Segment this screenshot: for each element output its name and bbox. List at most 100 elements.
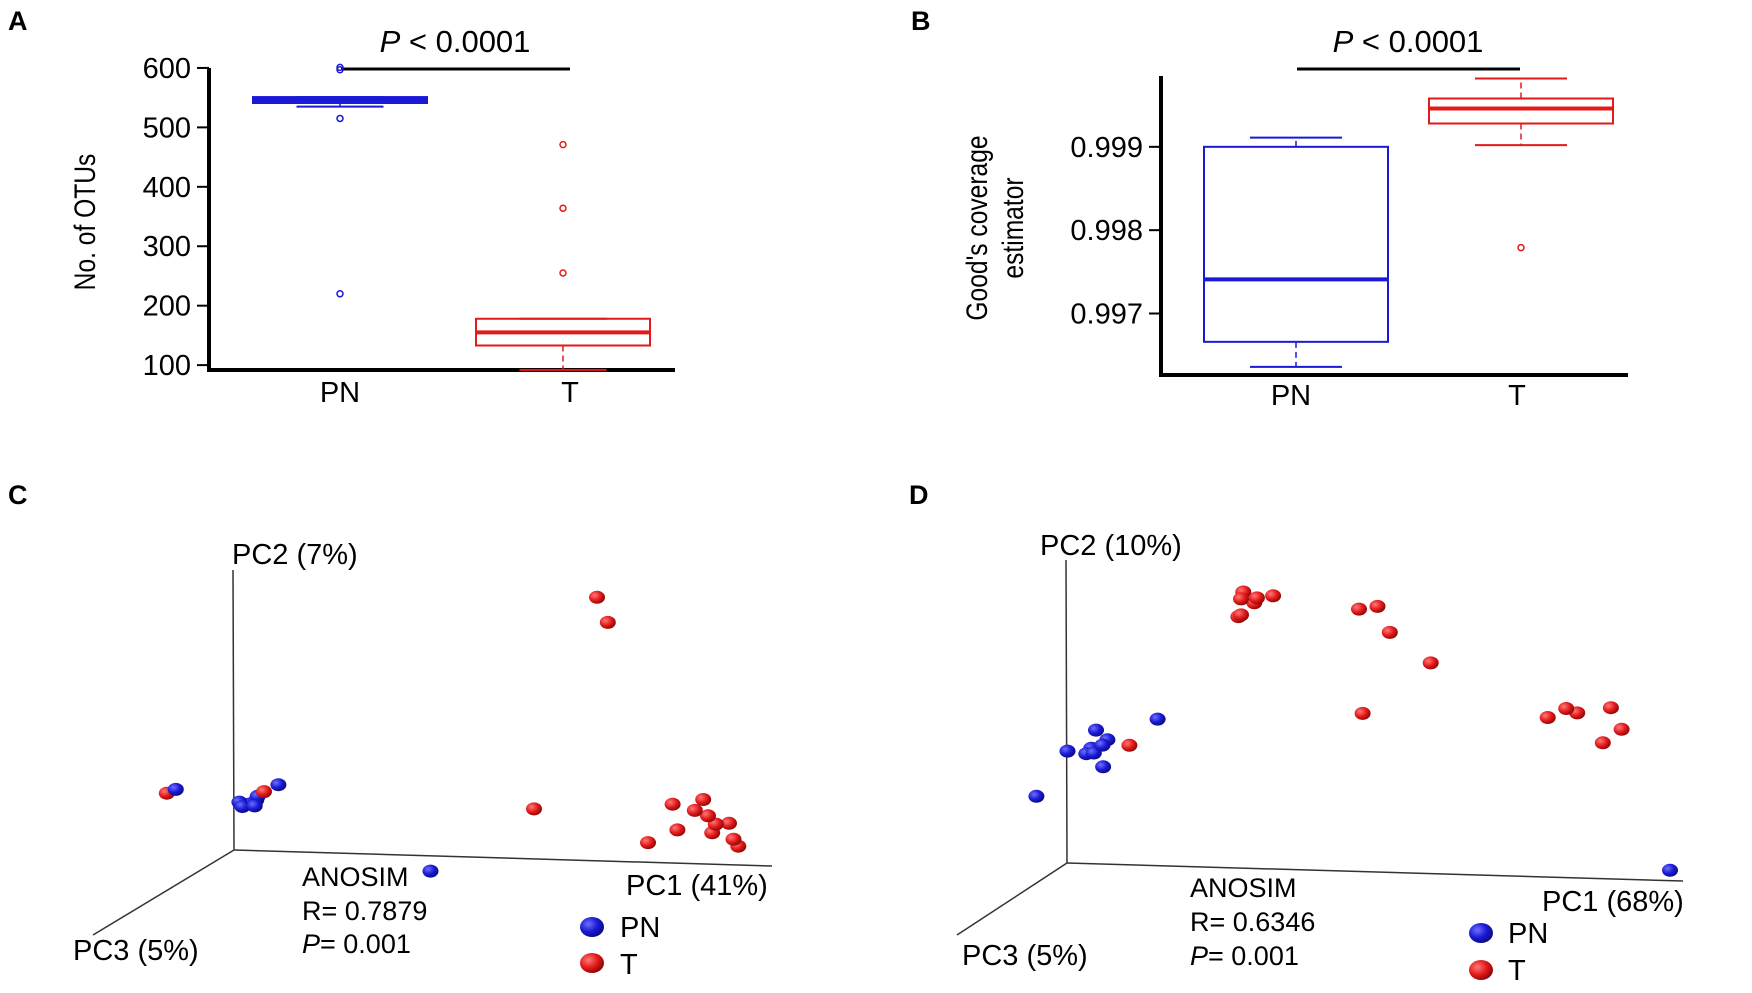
- pn-point: [1094, 738, 1111, 752]
- pn-point: [1095, 760, 1112, 774]
- pc1-axis: [1066, 862, 1684, 882]
- y-tick-label: 200: [143, 291, 191, 323]
- p-value-label: P < 0.0001: [1333, 24, 1484, 59]
- pn-point: [270, 778, 287, 792]
- t-point: [1121, 738, 1138, 752]
- legend: PN T: [580, 912, 660, 981]
- t-point: [1594, 736, 1611, 750]
- legend-marker-pn: [1469, 923, 1493, 943]
- pc2-axis-label: PC2 (10%): [1040, 530, 1182, 562]
- pn-point: [1028, 789, 1045, 803]
- t-point: [640, 836, 656, 850]
- y-tick-label: 400: [143, 172, 191, 204]
- t-point: [1613, 722, 1630, 736]
- pc2-axis: [232, 569, 235, 851]
- pc2-axis-label: PC2 (7%): [232, 539, 358, 571]
- t-point: [1233, 608, 1249, 622]
- t-point: [695, 793, 712, 806]
- pc1-axis-label: PC1 (68%): [1542, 886, 1684, 918]
- box-t: [1428, 77, 1614, 252]
- pc1-axis-label: PC1 (41%): [626, 870, 768, 902]
- panel-c-pcoa: PC2 (7%) PC1 (41%) PC3 (5%) ANOSIM R= 0.…: [73, 539, 773, 981]
- t-point: [1248, 591, 1265, 605]
- panel-a-boxplot: P < 0.0001 100 200 300 400 500 600 No. of OTU…: [68, 24, 675, 409]
- outlier-point: [559, 204, 567, 212]
- t-point: [256, 785, 272, 799]
- pc1-axis: [233, 849, 773, 867]
- t-point: [1422, 656, 1439, 670]
- outlier-point: [559, 269, 567, 277]
- outlier-point: [559, 140, 567, 149]
- box-pn: [252, 63, 428, 298]
- t-point: [1602, 701, 1619, 715]
- x-category-label: T: [561, 377, 579, 409]
- legend-label-t: T: [620, 949, 638, 981]
- panel-label-c: C: [8, 480, 28, 510]
- t-point: [526, 802, 542, 816]
- pn-point: [246, 799, 263, 813]
- x-category-label: PN: [320, 377, 360, 409]
- t-point: [725, 832, 742, 846]
- pn-point: [234, 800, 251, 813]
- y-tick-label: 0.999: [1070, 132, 1143, 164]
- y-axis-label: Good's coverage: [960, 135, 994, 320]
- x-category-label: PN: [1271, 380, 1311, 412]
- pc3-axis-label: PC3 (5%): [73, 935, 199, 967]
- t-point: [1558, 702, 1575, 715]
- pn-point: [1059, 744, 1076, 758]
- anosim-title: ANOSIM: [302, 862, 409, 892]
- t-point: [1381, 625, 1398, 639]
- p-value-label: P < 0.0001: [380, 24, 531, 59]
- significance-bracket: P < 0.0001: [1297, 24, 1520, 71]
- t-point: [700, 809, 716, 823]
- legend-marker-t: [580, 953, 604, 973]
- t-point: [721, 816, 737, 830]
- legend-label-pn: PN: [1508, 918, 1548, 950]
- outlier-point: [336, 65, 344, 74]
- box-t: [475, 140, 651, 371]
- anosim-title: ANOSIM: [1190, 873, 1297, 903]
- y-tick-label: 500: [143, 112, 191, 144]
- t-point: [1354, 706, 1371, 720]
- panel-label-b: B: [911, 6, 931, 36]
- legend-marker-pn: [580, 917, 604, 937]
- panel-label-a: A: [8, 6, 28, 36]
- y-tick-label: 0.997: [1070, 299, 1143, 331]
- pc3-axis: [92, 849, 235, 936]
- outlier-point: [336, 63, 344, 72]
- t-point: [1265, 589, 1282, 603]
- legend-label-t: T: [1508, 955, 1526, 987]
- outlier-point: [1517, 243, 1525, 252]
- t-point: [589, 590, 605, 604]
- t-point: [1351, 602, 1367, 616]
- y-tick-label: 0.998: [1070, 215, 1143, 247]
- box-iqr: [1428, 97, 1614, 125]
- pn-point: [167, 782, 184, 796]
- legend-label-pn: PN: [620, 912, 660, 944]
- panel-label-d: D: [909, 480, 929, 510]
- anosim-r: R= 0.6346: [1190, 907, 1315, 937]
- panel-b-boxplot: P < 0.0001 0.997 0.998 0.999 Good's covera…: [960, 24, 1628, 412]
- y-axis-label: No. of OTUs: [68, 154, 102, 291]
- pc2-axis: [1065, 559, 1068, 864]
- t-point: [686, 803, 703, 817]
- y-axis-label: estimator: [996, 177, 1030, 278]
- anosim-p: P= 0.001: [302, 929, 411, 959]
- x-category-label: T: [1508, 380, 1526, 412]
- pc3-axis-label: PC3 (5%): [962, 940, 1088, 972]
- significance-bracket: P < 0.0001: [341, 24, 570, 71]
- outlier-point: [336, 114, 344, 123]
- box-iqr: [1203, 145, 1389, 343]
- t-point: [1233, 592, 1249, 606]
- pn-point: [422, 864, 439, 878]
- pn-point: [1088, 723, 1104, 737]
- t-point: [1369, 599, 1386, 613]
- t-point: [669, 823, 686, 837]
- t-point: [1539, 711, 1556, 724]
- box-pn: [1203, 136, 1389, 368]
- panel-d-pcoa: PC2 (10%) PC1 (68%) PC3 (5%) ANOSIM R= 0…: [956, 530, 1684, 987]
- y-tick-label: 300: [143, 231, 191, 263]
- y-tick-label: 600: [143, 53, 191, 85]
- t-point: [664, 797, 681, 811]
